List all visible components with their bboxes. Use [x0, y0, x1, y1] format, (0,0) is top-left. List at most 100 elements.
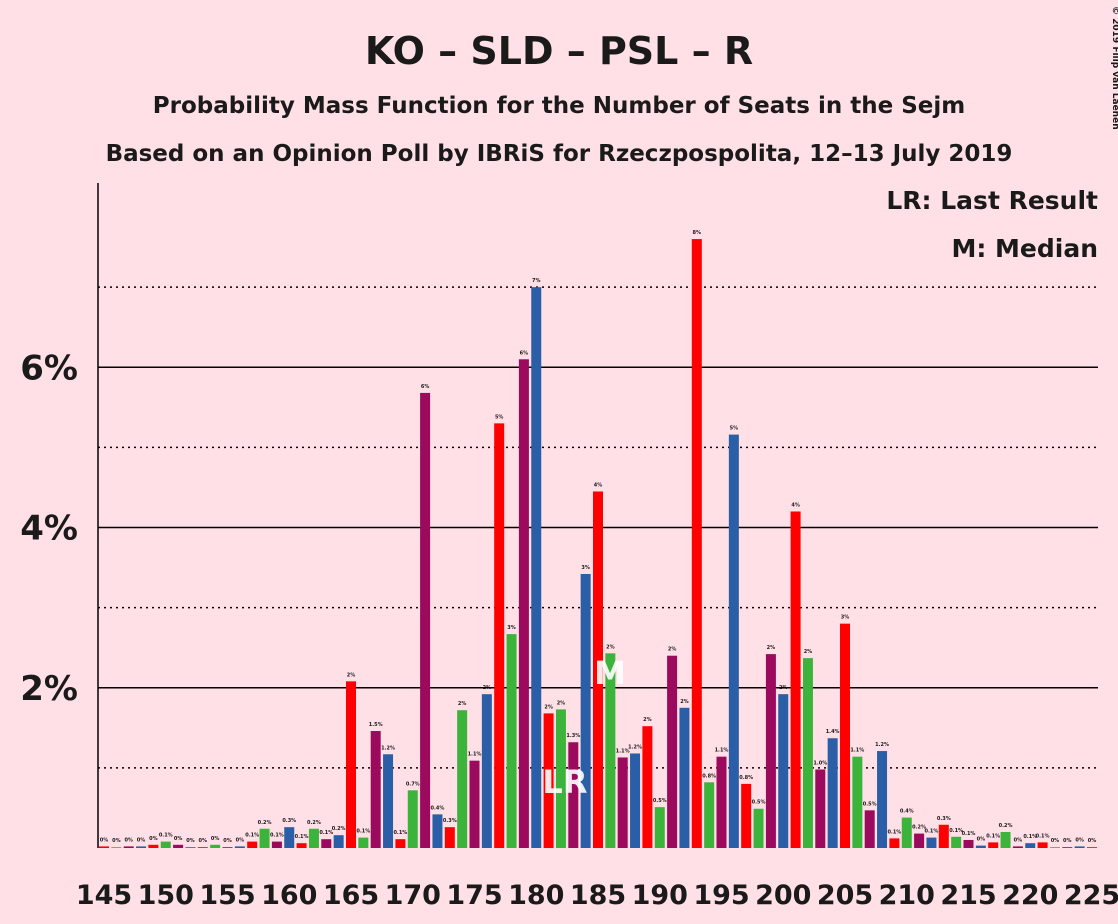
value-label: 3%: [841, 615, 850, 621]
value-label: 1.5%: [369, 722, 383, 728]
value-label: 5%: [730, 426, 739, 432]
value-label: 3%: [507, 625, 516, 631]
bar: [827, 738, 838, 848]
chart-subtitle: Probability Mass Function for the Number…: [153, 93, 965, 119]
bar: [778, 694, 789, 848]
bar: [247, 841, 258, 848]
value-label: 0.4%: [900, 809, 914, 815]
value-label: 0.3%: [282, 818, 296, 824]
bar: [975, 845, 986, 848]
bar: [1087, 847, 1097, 848]
value-label: 1.2%: [875, 742, 889, 748]
bar: [358, 837, 369, 848]
bar: [654, 807, 665, 848]
bar: [914, 833, 925, 848]
value-label: 0.1%: [1036, 833, 1050, 839]
value-label: 0%: [174, 836, 183, 842]
bar: [222, 847, 233, 848]
x-tick-label: 210: [879, 880, 935, 911]
value-label: 0.3%: [443, 818, 457, 824]
x-tick-label: 150: [138, 880, 194, 911]
bar: [518, 359, 529, 848]
value-label: 2%: [544, 704, 553, 710]
bar: [753, 808, 764, 848]
bar: [691, 239, 702, 848]
bar: [197, 847, 208, 848]
x-tick-label: 170: [385, 880, 441, 911]
value-label: 0.5%: [863, 801, 877, 807]
bar: [555, 709, 566, 848]
copyright: © 2019 Filip van Laenen: [1110, 6, 1118, 130]
bar: [259, 828, 270, 848]
value-label: 2%: [347, 672, 356, 678]
bar: [741, 783, 752, 848]
bar: [889, 838, 900, 848]
bar: [704, 782, 715, 848]
bar: [308, 828, 319, 848]
chart-title: KO – SLD – PSL – R: [365, 29, 753, 73]
legend-entry: LR: Last Result: [886, 186, 1098, 215]
bar: [642, 726, 653, 848]
value-label: 4%: [791, 502, 800, 508]
value-label: 2%: [483, 685, 492, 691]
value-label: 0.2%: [332, 826, 346, 832]
bar: [506, 634, 517, 848]
value-label: 0.2%: [912, 825, 926, 831]
value-label: 8%: [693, 230, 702, 236]
bar: [407, 790, 418, 848]
y-tick-label: 6%: [20, 348, 78, 388]
chart-subtitle: Based on an Opinion Poll by IBRiS for Rz…: [106, 141, 1013, 167]
bar: [123, 846, 134, 848]
bar: [481, 694, 492, 848]
value-label: 0.1%: [925, 829, 939, 835]
y-tick-label: 2%: [20, 669, 78, 709]
x-tick-label: 165: [323, 880, 379, 911]
legend-entry: M: Median: [951, 234, 1098, 263]
value-label: 0.1%: [159, 833, 173, 839]
x-tick-label: 185: [570, 880, 626, 911]
bar: [111, 847, 122, 848]
bar: [617, 757, 628, 848]
bar: [148, 844, 159, 848]
bar: [383, 754, 394, 848]
bar: [667, 655, 678, 848]
bar: [568, 742, 579, 848]
value-label: 1.0%: [813, 760, 827, 766]
bar: [1062, 847, 1073, 848]
value-label: 0%: [100, 837, 109, 843]
bar: [988, 842, 999, 848]
value-label: 2%: [458, 701, 467, 707]
bar: [605, 653, 616, 848]
bar: [321, 839, 332, 848]
x-tick-label: 180: [508, 880, 564, 911]
bar: [333, 835, 344, 848]
value-label: 0.2%: [307, 820, 321, 826]
value-label: 1.3%: [566, 733, 580, 739]
bar: [432, 814, 443, 848]
bar: [296, 843, 307, 848]
value-label: 0.1%: [245, 833, 259, 839]
bar: [1025, 843, 1036, 848]
bar: [457, 710, 468, 848]
value-label: 0.5%: [653, 798, 667, 804]
value-label: 6%: [520, 350, 529, 356]
bar: [802, 658, 813, 848]
value-label: 2%: [668, 647, 677, 653]
bar: [852, 756, 863, 848]
value-label: 0.5%: [752, 800, 766, 806]
bar: [840, 623, 850, 848]
value-label: 0.1%: [1023, 834, 1037, 840]
bar: [136, 846, 147, 848]
bar: [234, 846, 245, 848]
bar: [926, 837, 937, 848]
bar: [494, 423, 505, 848]
value-label: 1.2%: [628, 744, 642, 750]
x-tick-label: 215: [940, 880, 996, 911]
bar: [370, 731, 381, 848]
bar: [790, 511, 801, 848]
value-label: 2%: [779, 685, 788, 691]
bar: [531, 287, 542, 848]
value-label: 2%: [643, 717, 652, 723]
bar: [951, 836, 962, 848]
value-label: 2%: [804, 649, 813, 655]
